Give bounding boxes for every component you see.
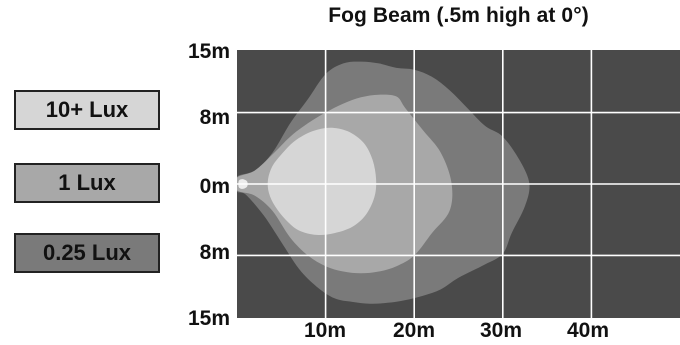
x-tick-label: 20m (392, 319, 436, 342)
beam-plot (237, 50, 680, 318)
y-tick-label: 0m (199, 175, 230, 198)
y-tick-label: 15m (187, 40, 230, 63)
y-tick-label: 15m (187, 307, 230, 330)
contour-10-lux (267, 127, 377, 236)
legend-item-10-lux: 10+ Lux (14, 90, 160, 130)
chart-title: Fog Beam (.5m high at 0°) (328, 4, 589, 27)
x-tick-label: 30m (479, 319, 523, 342)
legend-label: 10+ Lux (45, 97, 129, 122)
legend-label: 0.25 Lux (42, 240, 132, 265)
legend-item-025-lux: 0.25 Lux (14, 233, 160, 273)
y-tick-label: 8m (199, 106, 230, 129)
y-tick-label: 8m (199, 241, 230, 264)
legend-item-1-lux: 1 Lux (14, 163, 160, 203)
x-tick-label: 10m (303, 319, 347, 342)
legend-label: 1 Lux (58, 170, 116, 195)
x-tick-label: 40m (566, 319, 610, 342)
